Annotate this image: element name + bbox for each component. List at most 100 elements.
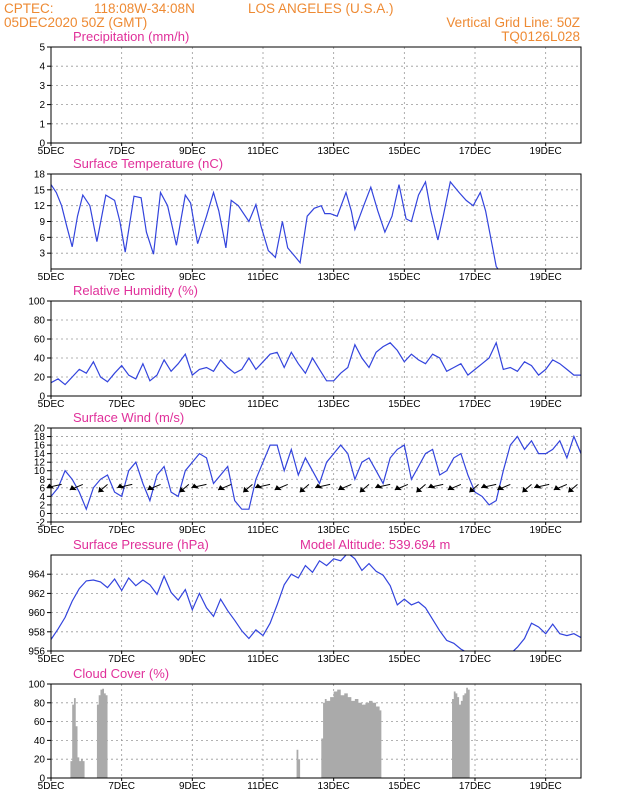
x-tick-label: 15DEC [388,146,420,157]
x-tick-label: 19DEC [530,781,562,792]
x-tick-label: 5DEC [38,146,65,157]
panel-title: Surface Pressure (hPa) [73,537,209,552]
panel-2: 3 6 9 12 15 18 5DEC 7DEC 9DEC 11DEC 13DEC 15DEC 17DE… [34,156,582,283]
x-tick-label: 13DEC [318,272,350,283]
wind-arrow-head [69,485,77,491]
header-location: LOS ANGELES (U.S.A.) [248,1,394,16]
panel-title: Relative Humidity (%) [73,283,198,298]
header-coords: 118:08W-34:08N [94,1,195,16]
y-tick-label: 4 [39,62,45,73]
wind-arrow-head [98,486,105,493]
y-tick-label: 962 [28,589,45,600]
x-tick-label: 7DEC [108,525,135,536]
wind-arrow-head [338,485,346,491]
x-tick-label: 15DEC [388,272,420,283]
series-line [51,555,581,651]
y-tick-label: 100 [28,297,45,308]
wind-arrow-head [522,486,529,493]
y-tick-label: 3 [39,249,45,260]
y-tick-label: 100 [28,680,45,691]
x-tick-label: 17DEC [459,399,491,410]
wind-arrow-head [218,485,226,491]
y-tick-label: 3 [39,81,45,92]
cloud-cover-area [68,687,470,778]
x-tick-label: 13DEC [318,525,350,536]
wind-arrow-head [416,486,423,493]
x-tick-label: 19DEC [530,272,562,283]
x-tick-label: 15DEC [388,781,420,792]
y-tick-label: 5 [39,43,45,54]
header-grid-note: Vertical Grid Line: 50Z [446,15,580,30]
x-tick-label: 15DEC [388,654,420,665]
panel-6: 0 20 40 60 80 100 5DEC 7DEC 9DEC 11DEC 13DEC 15DEC 1… [28,666,582,792]
x-tick-label: 11DEC [247,399,279,410]
header-model: TQ0126L028 [501,29,580,44]
panel-5: 956 958 960 962 964 5DEC 7DEC 9DEC 11DEC 13DEC 15D… [28,537,582,665]
y-tick-label: -2 [36,518,45,529]
y-tick-label: 80 [34,316,46,327]
y-tick-label: 12 [34,201,46,212]
panel-frame [50,554,582,652]
wind-arrow-head [428,483,436,489]
y-tick-label: 4 [39,492,45,503]
wind-arrow-head [179,486,186,493]
x-tick-label: 7DEC [108,654,135,665]
x-tick-label: 11DEC [247,654,279,665]
x-tick-label: 5DEC [38,781,65,792]
y-tick-label: 1 [39,119,45,130]
x-tick-label: 17DEC [459,146,491,157]
y-tick-label: 14 [34,449,46,460]
y-tick-label: 10 [34,466,46,477]
x-tick-label: 17DEC [459,525,491,536]
y-tick-label: 0 [39,774,45,785]
panel-subtitle: Model Altitude: 539.694 m [300,537,450,552]
panel-1: 0 1 2 3 4 5 5DEC 7DEC 9DEC 11DEC 13DEC 15DEC 17DEC 19… [38,29,582,157]
panel-frame [50,683,582,779]
y-tick-label: 960 [28,608,45,619]
wind-arrow-head [315,483,323,489]
wind-arrow-head [191,483,200,489]
x-tick-label: 15DEC [388,525,420,536]
wind-arrow-head [568,486,575,493]
x-tick-label: 13DEC [318,399,350,410]
x-tick-label: 7DEC [108,399,135,410]
series-line [51,180,499,269]
x-tick-label: 19DEC [530,399,562,410]
wind-arrow-head [274,485,282,491]
x-tick-label: 13DEC [318,781,350,792]
series-line [51,341,581,386]
panel-frame [50,173,582,270]
x-tick-label: 9DEC [179,146,206,157]
y-tick-label: 0 [39,509,45,520]
y-tick-label: 2 [39,100,45,111]
y-tick-label: 20 [34,424,46,435]
wind-arrow-head [447,485,455,491]
y-tick-label: 15 [34,185,46,196]
x-tick-label: 19DEC [530,525,562,536]
panel-title: Surface Wind (m/s) [73,410,184,425]
wind-arrow-head [46,483,55,489]
y-tick-label: 958 [28,627,45,638]
x-tick-label: 15DEC [388,399,420,410]
y-tick-label: 20 [34,373,46,384]
panel-3: 0 20 40 60 80 100 5DEC 7DEC 9DEC 11DEC 13DEC 15DEC 1… [28,283,582,410]
y-tick-label: 2 [39,500,45,511]
y-tick-label: 60 [34,717,46,728]
x-tick-label: 17DEC [459,781,491,792]
wind-arrow-head [394,485,402,491]
x-tick-label: 5DEC [38,525,65,536]
y-tick-label: 956 [28,647,45,658]
wind-arrow-head [553,485,561,491]
wind-arrow-head [147,485,155,491]
panel-title: Precipitation (mm/h) [73,29,189,44]
x-tick-label: 7DEC [108,781,135,792]
header-source: CPTEC: [4,1,54,16]
panel-frame [50,427,582,523]
y-tick-label: 80 [34,698,46,709]
x-tick-label: 17DEC [459,654,491,665]
y-tick-label: 40 [34,354,46,365]
x-tick-label: 9DEC [179,654,206,665]
wind-arrow-head [469,486,476,493]
